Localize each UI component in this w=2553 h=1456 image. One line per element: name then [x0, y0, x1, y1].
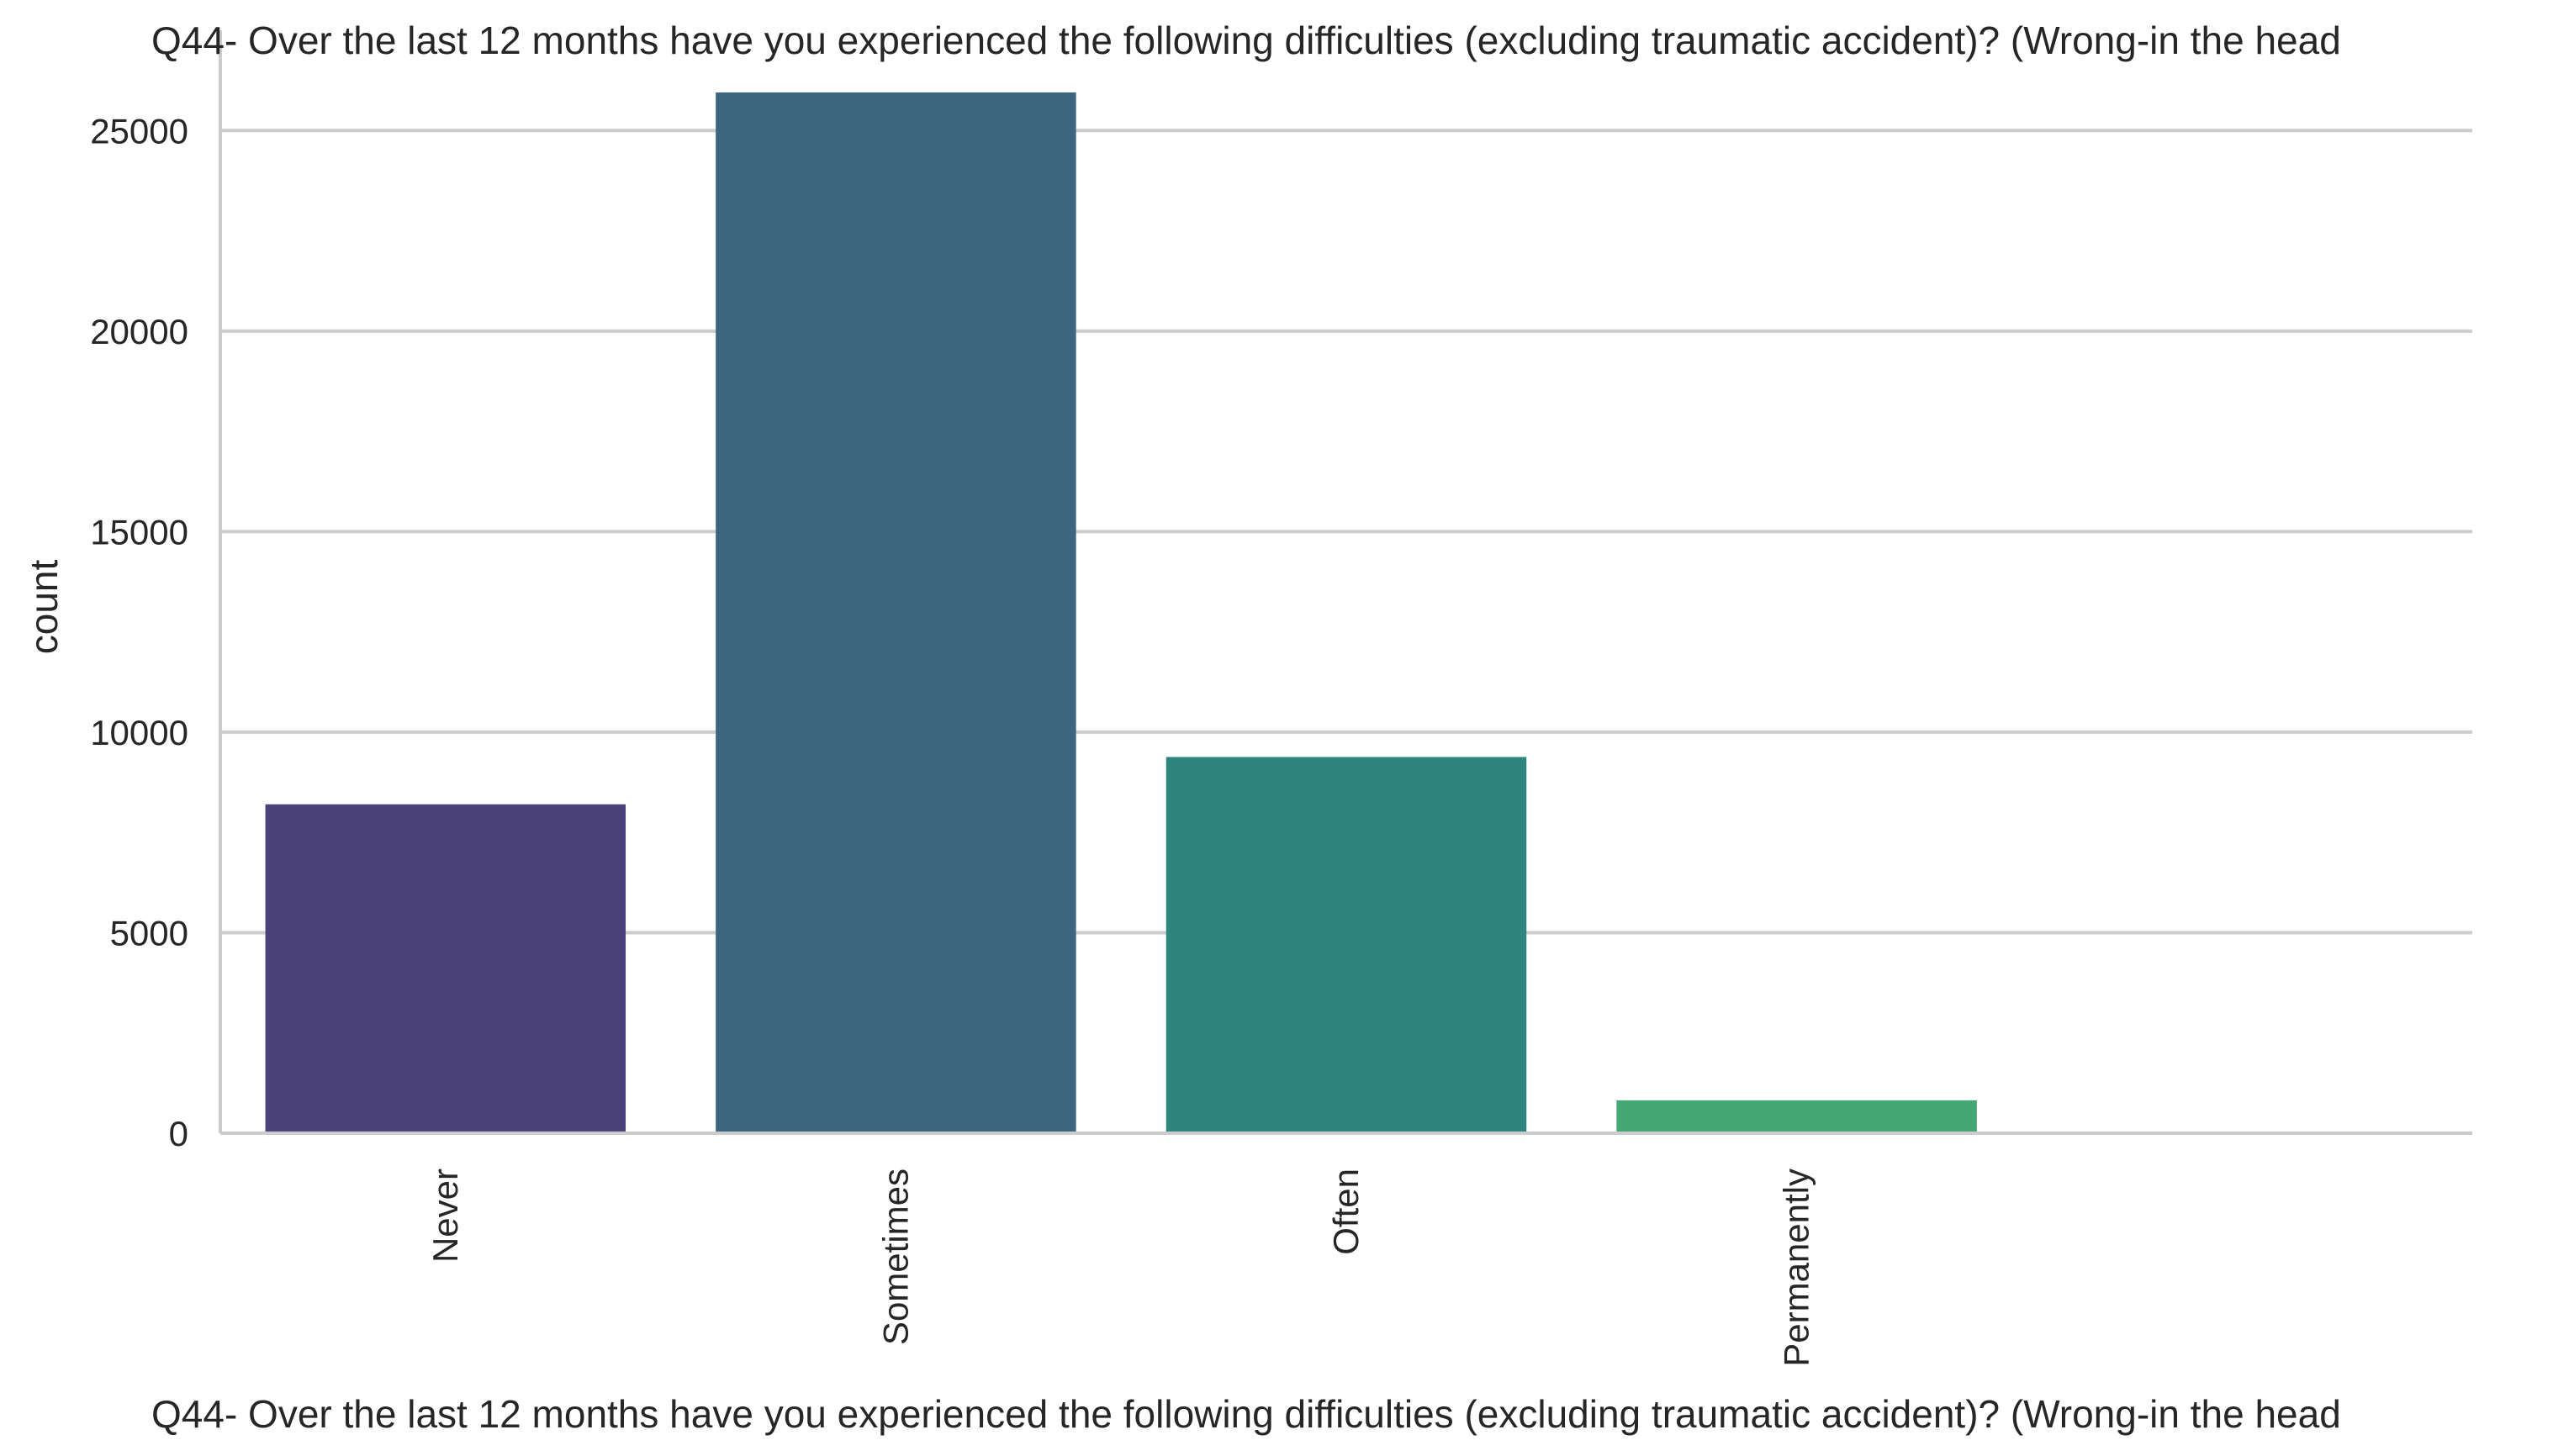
y-gridlines [220, 129, 2472, 935]
y-axis-label: count [22, 560, 66, 655]
y-tick-label: 15000 [90, 512, 188, 551]
chart-title: Q44- Over the last 12 months have you ex… [151, 18, 2341, 62]
x-tick-labels: Never Sometimes Often Permanently [426, 1168, 1816, 1367]
bar-often [1166, 757, 1527, 1133]
y-tick-label: 25000 [90, 111, 188, 150]
x-tick-label: Permanently [1777, 1168, 1816, 1367]
bars [265, 92, 1977, 1133]
x-tick-label: Sometimes [875, 1168, 915, 1345]
axes [219, 30, 2472, 1135]
y-tick-label: 0 [169, 1114, 188, 1153]
x-tick-label: Never [426, 1168, 465, 1263]
y-tick-labels: 0 5000 10000 15000 20000 25000 [90, 111, 188, 1153]
bar-sometimes [716, 92, 1076, 1133]
y-tick-label: 5000 [110, 913, 188, 952]
bar-permanently [1616, 1100, 1977, 1133]
x-axis-label: Q44- Over the last 12 months have you ex… [151, 1392, 2341, 1436]
x-tick-label: Often [1326, 1168, 1366, 1255]
y-tick-label: 20000 [90, 312, 188, 351]
bar-never [265, 804, 626, 1133]
y-tick-label: 10000 [90, 713, 188, 752]
